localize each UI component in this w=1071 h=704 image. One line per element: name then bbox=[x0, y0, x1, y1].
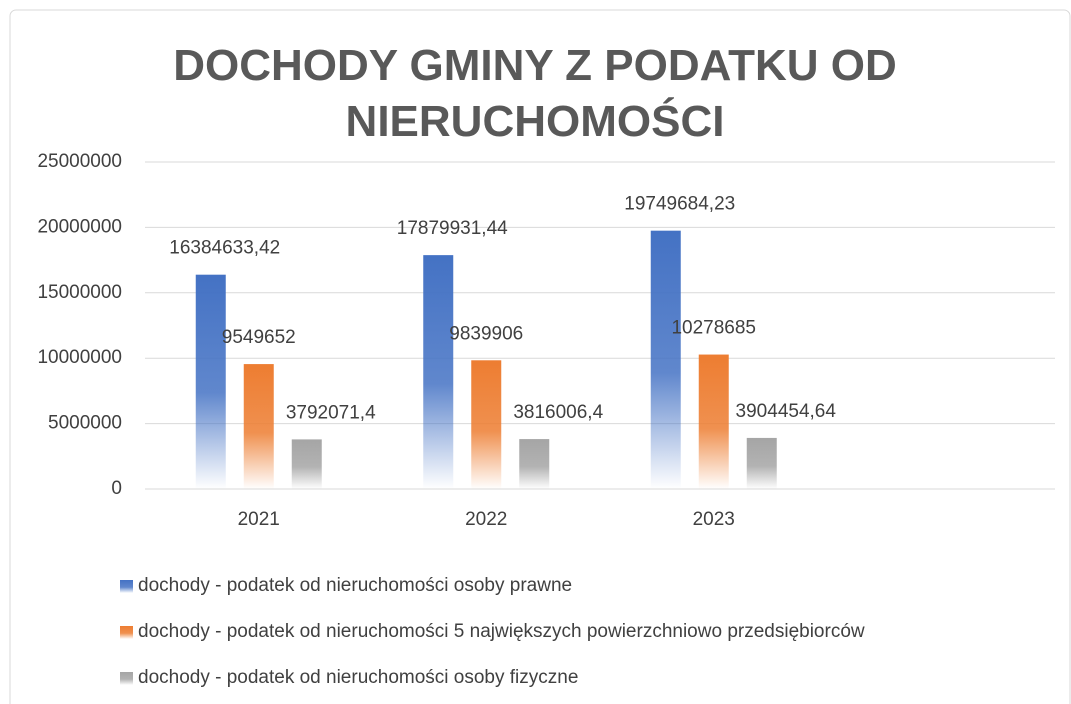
data-label: 3816006,4 bbox=[513, 402, 603, 423]
data-label: 3792071,4 bbox=[286, 402, 376, 423]
y-tick-label: 10000000 bbox=[37, 347, 122, 368]
chart-frame bbox=[9, 9, 1071, 704]
legend-swatch bbox=[120, 626, 133, 639]
bar bbox=[423, 255, 454, 489]
x-tick-label: 2022 bbox=[465, 509, 507, 530]
x-tick-label: 2021 bbox=[238, 509, 280, 530]
y-tick-label: 20000000 bbox=[37, 216, 122, 237]
legend-swatch bbox=[120, 672, 133, 685]
bar bbox=[650, 230, 681, 489]
legend-label: dochody - podatek od nieruchomości osoby… bbox=[138, 575, 572, 596]
bar bbox=[698, 354, 729, 489]
bar bbox=[471, 360, 502, 489]
y-tick-label: 25000000 bbox=[37, 151, 122, 172]
data-label: 16384633,42 bbox=[169, 238, 280, 259]
data-label: 3904454,64 bbox=[736, 401, 837, 422]
y-tick-label: 0 bbox=[111, 478, 122, 499]
bar bbox=[519, 439, 550, 489]
y-tick-label: 5000000 bbox=[48, 413, 122, 434]
data-label: 17879931,44 bbox=[397, 218, 508, 239]
y-tick-label: 15000000 bbox=[37, 282, 122, 303]
bar bbox=[746, 437, 777, 489]
x-tick-label: 2023 bbox=[693, 509, 735, 530]
data-label: 19749684,23 bbox=[624, 194, 735, 215]
bar bbox=[195, 274, 226, 489]
legend-swatch bbox=[120, 580, 133, 593]
legend-label: dochody - podatek od nieruchomości 5 naj… bbox=[138, 621, 865, 642]
data-label: 9549652 bbox=[222, 327, 296, 348]
data-label: 9839906 bbox=[449, 323, 523, 344]
data-label: 10278685 bbox=[671, 318, 756, 339]
chart-title: DOCHODY GMINY Z PODATKU OD NIERUCHOMOŚCI bbox=[173, 41, 897, 146]
legend-label: dochody - podatek od nieruchomości osoby… bbox=[138, 667, 578, 688]
bar bbox=[243, 364, 274, 489]
bar bbox=[291, 439, 322, 489]
